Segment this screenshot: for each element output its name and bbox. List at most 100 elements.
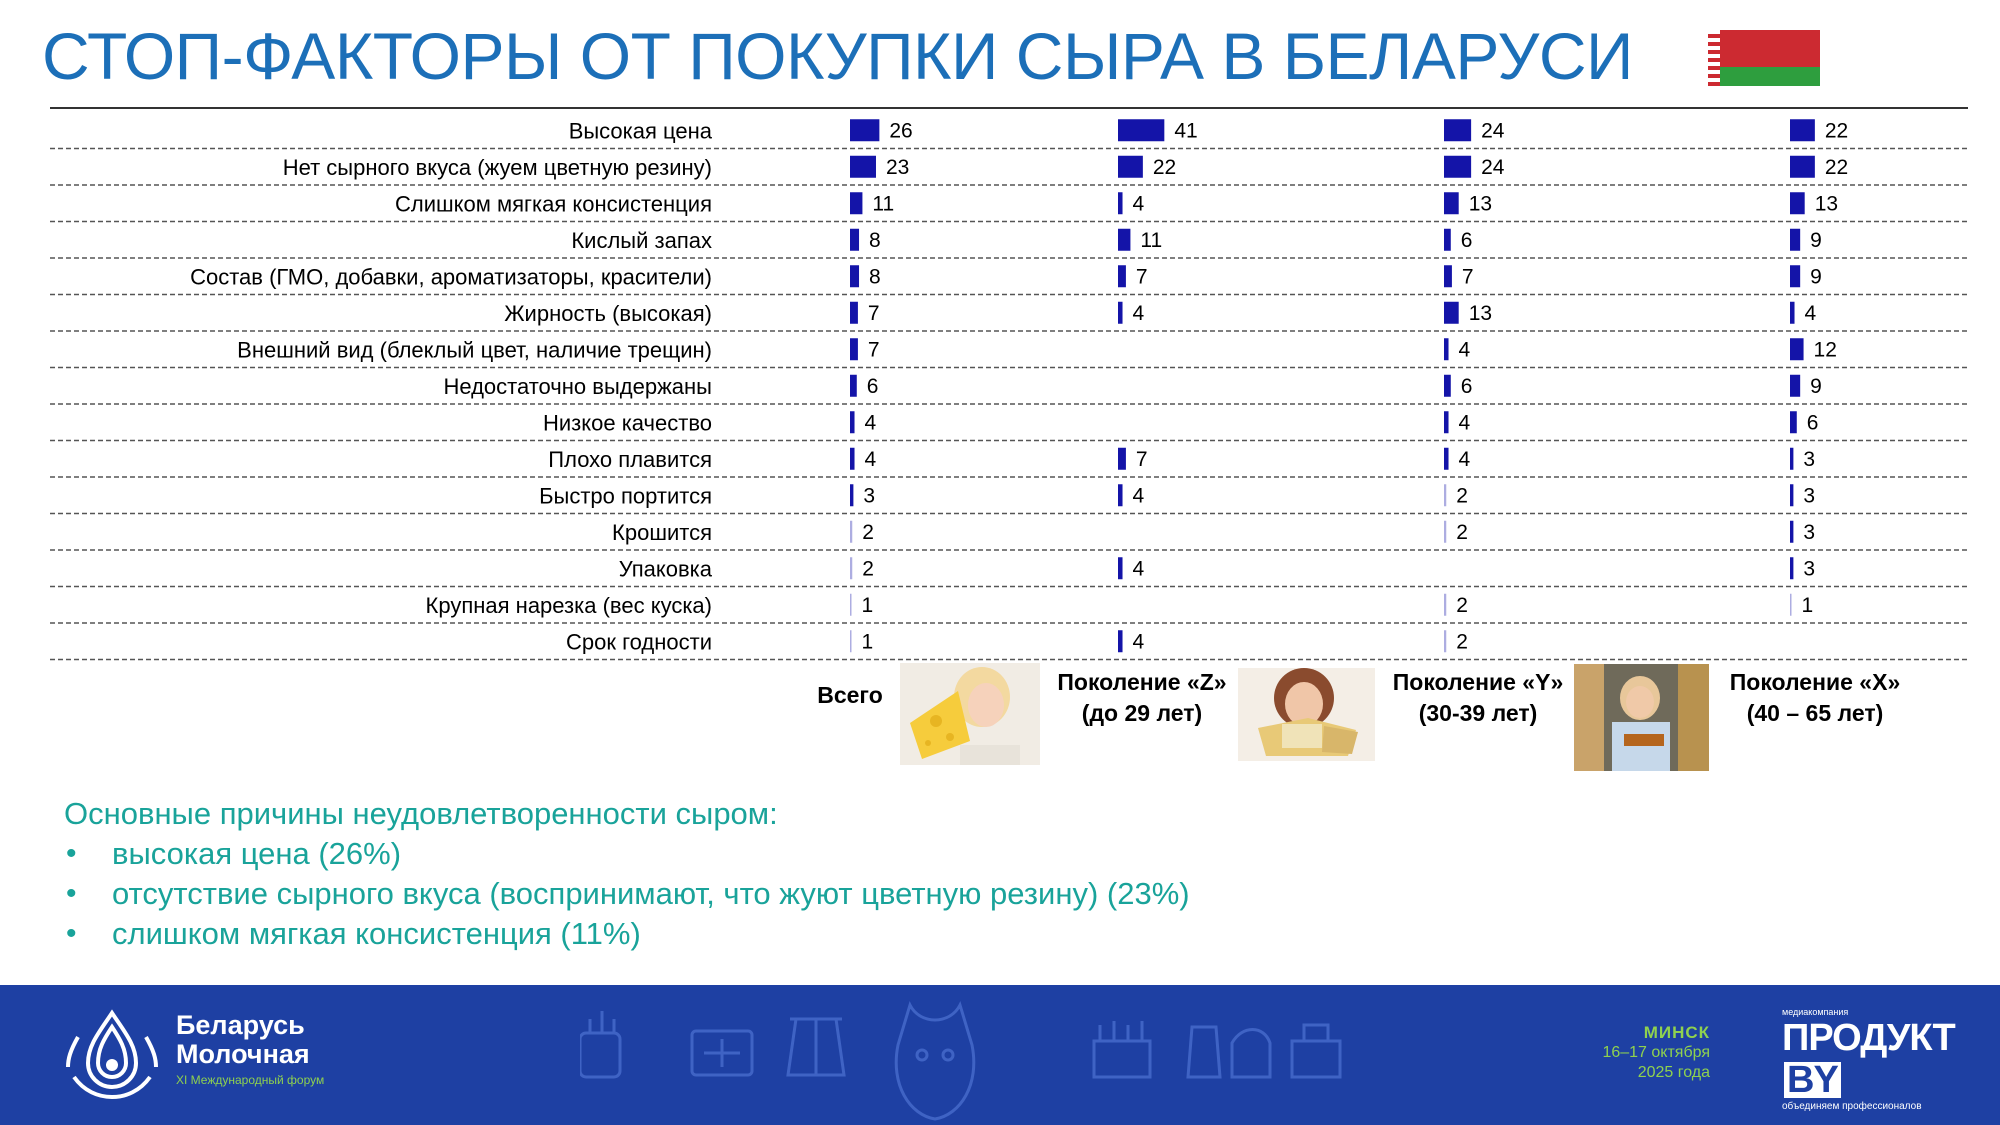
data-label: 2 xyxy=(862,521,874,544)
bar xyxy=(1444,338,1449,361)
data-label: 2 xyxy=(1456,521,1468,544)
data-label: 7 xyxy=(1462,265,1474,288)
header-rule xyxy=(50,107,1968,109)
bar xyxy=(1790,338,1804,361)
milk-drop-logo-icon xyxy=(66,1009,158,1099)
data-label: 12 xyxy=(1814,338,1837,361)
data-label: 4 xyxy=(1133,302,1145,325)
dairy-icons-decoration xyxy=(580,1000,1342,1121)
data-label: 6 xyxy=(1461,375,1473,398)
bar xyxy=(850,338,858,361)
data-label: 4 xyxy=(1459,338,1471,361)
data-label: 4 xyxy=(1459,411,1471,434)
bar xyxy=(1790,411,1797,434)
data-label: 2 xyxy=(862,557,874,580)
bar xyxy=(1790,557,1794,580)
bar xyxy=(850,484,854,507)
bar xyxy=(850,447,855,470)
data-label: 2 xyxy=(1456,484,1468,507)
summary-title: Основные причины неудовлетворенности сыр… xyxy=(64,796,778,831)
data-label: 24 xyxy=(1481,156,1505,179)
data-label: 13 xyxy=(1815,192,1838,215)
footer-banner: Беларусь Молочная XI Международный форум… xyxy=(0,985,2000,1125)
data-label: 24 xyxy=(1481,119,1505,142)
data-label: 7 xyxy=(1136,265,1148,288)
belarus-flag-icon xyxy=(1708,30,1820,86)
category-label: Недостаточно выдержаны xyxy=(443,374,712,399)
data-label: 7 xyxy=(868,302,880,325)
bar xyxy=(850,155,876,178)
category-label: Крупная нарезка (вес куска) xyxy=(426,593,712,618)
photo-gen-z xyxy=(1238,668,1375,761)
bar xyxy=(1118,301,1123,324)
data-label: 4 xyxy=(1133,630,1145,653)
bar xyxy=(850,374,857,397)
data-label: 6 xyxy=(1807,411,1819,434)
bar xyxy=(1118,192,1123,215)
data-label: 23 xyxy=(886,156,909,179)
bar xyxy=(1790,301,1795,324)
bar xyxy=(1790,155,1815,178)
legend-label-gen-x: Поколение «X» (40 – 65 лет) xyxy=(1729,669,1901,726)
bar xyxy=(1790,593,1792,616)
data-label: 3 xyxy=(1803,448,1815,471)
data-label: 8 xyxy=(869,229,881,252)
data-label: 4 xyxy=(865,411,877,434)
data-label: 1 xyxy=(1802,594,1814,617)
bar xyxy=(1118,557,1123,580)
bar xyxy=(1118,484,1123,507)
bar xyxy=(1444,374,1451,397)
data-label: 4 xyxy=(1133,192,1145,215)
bar xyxy=(850,119,880,142)
event-location: МИНСК 16–17 октября 2025 года xyxy=(1602,1023,1710,1081)
data-label: 6 xyxy=(1461,229,1473,252)
bar xyxy=(850,192,863,215)
data-label: 3 xyxy=(1803,557,1815,580)
bar xyxy=(1118,155,1143,178)
bar xyxy=(1790,520,1794,543)
bar xyxy=(850,593,852,616)
data-label: 22 xyxy=(1825,119,1848,142)
data-label: 3 xyxy=(1803,521,1815,544)
data-label: 11 xyxy=(1140,229,1162,252)
bar xyxy=(850,228,860,251)
bar xyxy=(850,301,858,324)
bar xyxy=(1118,447,1126,470)
bar xyxy=(1790,192,1805,215)
data-label: 2 xyxy=(1456,630,1468,653)
photo-gen-y xyxy=(1574,664,1709,771)
bar xyxy=(1444,593,1447,616)
data-label: 11 xyxy=(872,192,894,215)
bar xyxy=(1790,119,1815,142)
data-label: 9 xyxy=(1810,375,1822,398)
data-label: 13 xyxy=(1469,302,1492,325)
data-label: 22 xyxy=(1825,156,1848,179)
brand-name: Беларусь Молочная xyxy=(176,1010,310,1069)
category-label: Быстро портится xyxy=(539,483,712,508)
category-label: Плохо плавится xyxy=(548,447,712,472)
data-label: 3 xyxy=(863,484,875,507)
summary-list: высокая цена (26%) отсутствие сырного вк… xyxy=(64,834,1190,954)
category-label: Низкое качество xyxy=(543,410,712,435)
category-label: Крошится xyxy=(612,520,712,545)
category-label: Нет сырного вкуса (жуем цветную резину) xyxy=(283,155,712,180)
page-title: СТОП-ФАКТОРЫ ОТ ПОКУПКИ СЫРА В БЕЛАРУСИ xyxy=(42,19,1633,93)
bar xyxy=(1444,192,1459,215)
bar xyxy=(1118,119,1165,142)
bar xyxy=(850,265,860,288)
photo-total xyxy=(900,663,1040,765)
data-label: 4 xyxy=(1133,484,1145,507)
bar xyxy=(1118,265,1126,288)
data-label: 1 xyxy=(862,630,874,653)
data-label: 7 xyxy=(1136,448,1148,471)
data-label: 4 xyxy=(1805,302,1817,325)
bar xyxy=(1444,447,1449,470)
bar xyxy=(1118,630,1123,653)
data-label: 7 xyxy=(868,338,880,361)
category-label: Жирность (высокая) xyxy=(504,301,712,326)
bar xyxy=(850,630,852,653)
category-label: Упаковка xyxy=(619,556,713,581)
bar xyxy=(1444,301,1459,324)
category-label: Кислый запах xyxy=(571,228,712,253)
bar xyxy=(1790,447,1794,470)
